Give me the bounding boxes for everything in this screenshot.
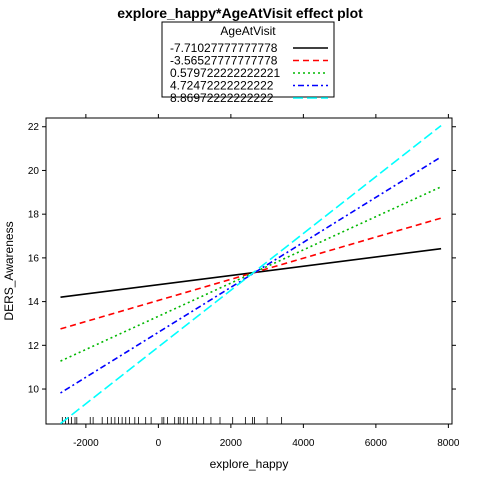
y-tick-label: 14 bbox=[28, 297, 40, 308]
legend: AgeAtVisit -7.71027777777778-3.565277777… bbox=[161, 21, 335, 105]
x-tick-label: -2000 bbox=[73, 438, 99, 449]
legend-label: -7.71027777777778 bbox=[170, 41, 278, 55]
x-axis-label: explore_happy bbox=[210, 457, 289, 471]
plot-panel bbox=[45, 117, 453, 425]
legend-title: AgeAtVisit bbox=[220, 24, 276, 38]
legend-label: 4.72472222222222 bbox=[170, 79, 274, 93]
legend-box bbox=[161, 21, 335, 98]
legend-entries: -7.71027777777778-3.565277777777780.5797… bbox=[170, 41, 328, 105]
legend-label: -3.56527777777778 bbox=[170, 54, 278, 68]
x-tick-label: 2000 bbox=[220, 438, 243, 449]
x-tick-label: 4000 bbox=[292, 438, 315, 449]
y-tick-label: 12 bbox=[28, 341, 40, 352]
series-line bbox=[60, 124, 442, 425]
x-tick-label: 6000 bbox=[365, 438, 388, 449]
y-tick-label: 18 bbox=[28, 210, 40, 221]
y-tick-label: 10 bbox=[28, 385, 40, 396]
x-axis: -2000 0 2000 4000 6000 8000 bbox=[73, 114, 460, 449]
series-line bbox=[60, 156, 442, 394]
rug-marks bbox=[61, 417, 283, 424]
x-tick-label: 0 bbox=[156, 438, 162, 449]
x-tick-label: 8000 bbox=[437, 438, 460, 449]
series-line bbox=[60, 247, 442, 298]
series-lines bbox=[60, 124, 442, 425]
series-line bbox=[60, 217, 442, 330]
y-tick-label: 16 bbox=[28, 253, 40, 264]
y-tick-label: 20 bbox=[28, 166, 40, 177]
legend-label: 0.579722222222221 bbox=[170, 66, 280, 80]
y-axis: 10 12 14 16 18 20 22 bbox=[28, 122, 456, 396]
y-tick-label: 22 bbox=[28, 122, 40, 133]
legend-label: 8.86972222222222 bbox=[170, 91, 274, 105]
y-axis-label: DERS_Awareness bbox=[2, 221, 16, 320]
chart-title: explore_happy*AgeAtVisit effect plot bbox=[117, 5, 363, 21]
